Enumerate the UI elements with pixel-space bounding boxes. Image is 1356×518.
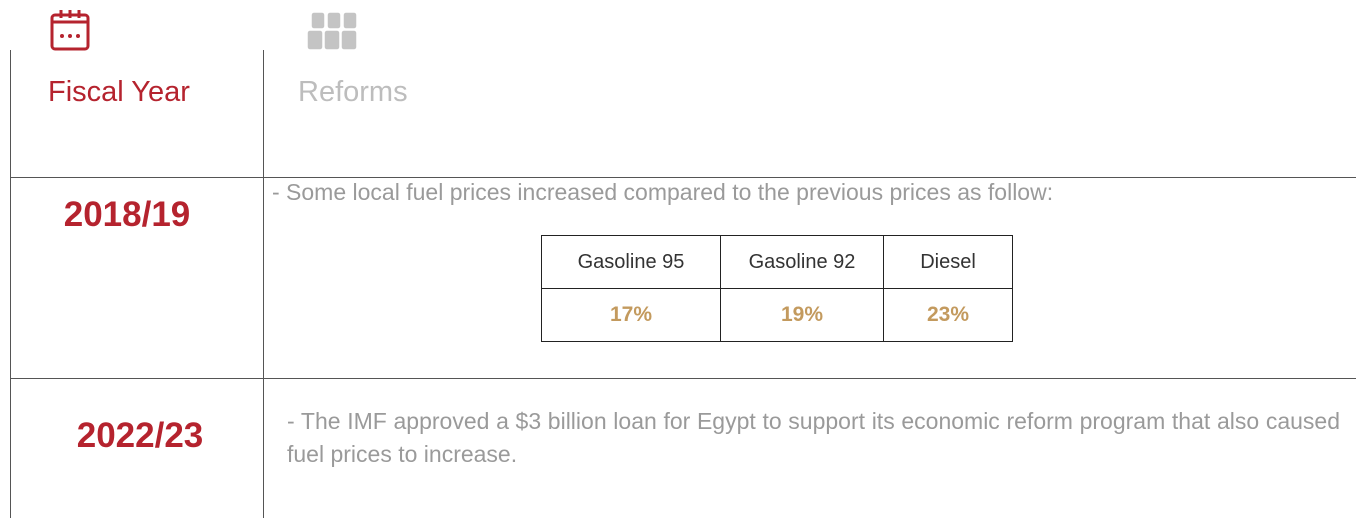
table-value: 23% [883, 288, 1013, 342]
table-header: Gasoline 95 [541, 235, 721, 289]
column-border [10, 50, 11, 518]
row-border [10, 378, 1356, 379]
table-value: 19% [720, 288, 884, 342]
price-table: Gasoline 95 Gasoline 92 Diesel 17% 19% 2… [541, 235, 1013, 342]
table-header: Diesel [883, 235, 1013, 289]
row-border [10, 177, 1356, 178]
column-border [263, 50, 264, 518]
header-fiscal-year: Fiscal Year [48, 76, 190, 108]
calendar-icon [50, 10, 90, 51]
year: 2018/19 [63, 195, 191, 234]
table-header: Gasoline 92 [720, 235, 884, 289]
barrels-icon [306, 11, 358, 51]
reform-text: - The IMF approved a $3 billion loan for… [287, 408, 1340, 467]
reform-text: - Some local fuel prices increased compa… [272, 179, 1054, 205]
header-reforms: Reforms [298, 76, 408, 108]
table-value: 17% [541, 288, 721, 342]
year: 2022/23 [76, 416, 204, 455]
